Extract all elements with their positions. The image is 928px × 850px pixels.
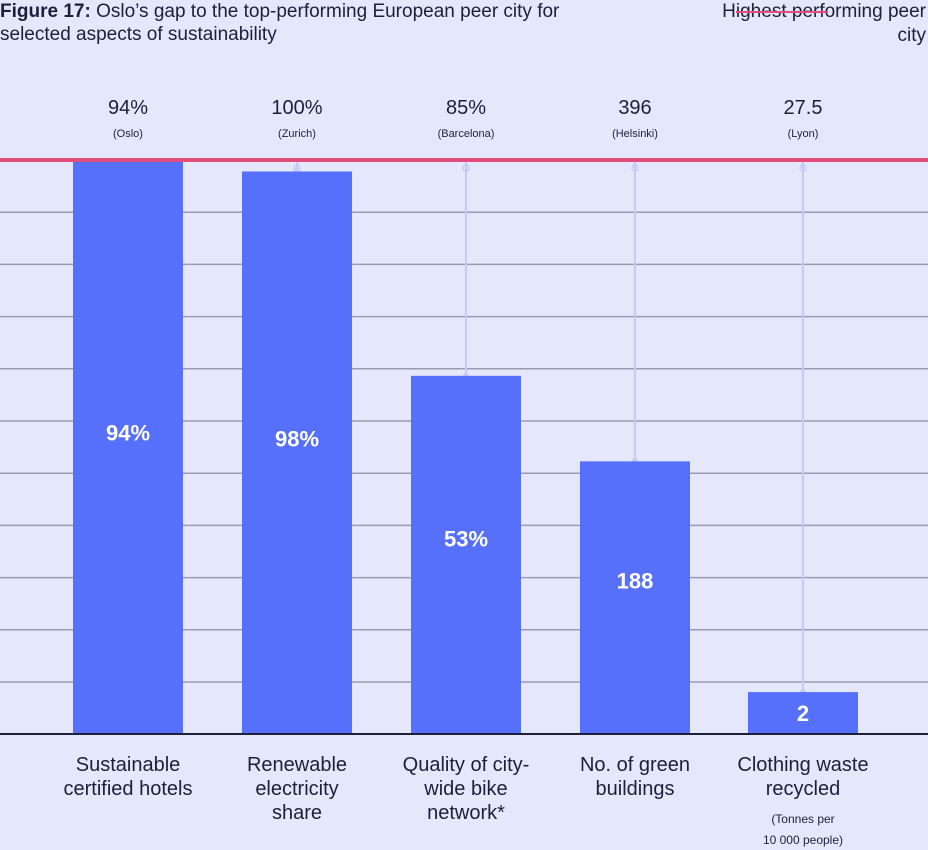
bar-value-label: 53%: [444, 526, 488, 551]
peer-city-label: (Zurich): [278, 128, 316, 140]
gap-connector-cap: [799, 164, 807, 172]
bar: [73, 160, 183, 734]
category-label: share: [272, 802, 322, 824]
peer-city-label: (Oslo): [113, 128, 143, 140]
legend: Highest performing peer city: [706, 0, 926, 48]
peer-value-label: 100%: [271, 97, 322, 119]
category-label: buildings: [596, 778, 675, 800]
bar: [411, 375, 521, 734]
peer-value-label: 27.5: [784, 97, 823, 119]
peer-city-label: (Helsinki): [612, 128, 658, 140]
category-label: Clothing waste: [737, 754, 868, 776]
legend-line-swatch: [736, 11, 828, 13]
category-label: wide bike: [423, 778, 507, 800]
chart-title: Figure 17: Oslo’s gap to the top-perform…: [0, 0, 560, 46]
peer-value-label: 85%: [446, 97, 486, 119]
bar: [748, 692, 858, 734]
category-label: recycled: [766, 778, 840, 800]
bar: [580, 461, 690, 734]
bar-value-label: 94%: [106, 421, 150, 446]
figure-caption: Oslo’s gap to the top-performing Europea…: [0, 1, 560, 45]
peer-city-label: (Lyon): [788, 128, 819, 140]
gap-connector-cap: [631, 164, 639, 172]
category-label: Sustainable: [76, 754, 181, 776]
peer-value-label: 94%: [108, 97, 148, 119]
category-label: Quality of city-: [403, 754, 530, 776]
category-note: (Tonnes per: [771, 812, 834, 826]
peer-city-label: (Barcelona): [438, 128, 495, 140]
gap-connector-cap: [462, 164, 470, 172]
category-note: 10 000 people): [763, 833, 843, 847]
peer-value-label: 396: [618, 97, 651, 119]
bar-value-label: 188: [617, 568, 654, 593]
bar: [242, 171, 352, 735]
category-label: No. of green: [580, 754, 690, 776]
category-label: electricity: [255, 778, 338, 800]
category-label: Renewable: [247, 754, 347, 776]
bar-value-label: 98%: [275, 426, 319, 451]
bar-value-label: 2: [797, 701, 809, 726]
category-label: network*: [427, 802, 505, 824]
figure-number: Figure 17:: [0, 1, 91, 22]
category-label: certified hotels: [64, 778, 193, 800]
